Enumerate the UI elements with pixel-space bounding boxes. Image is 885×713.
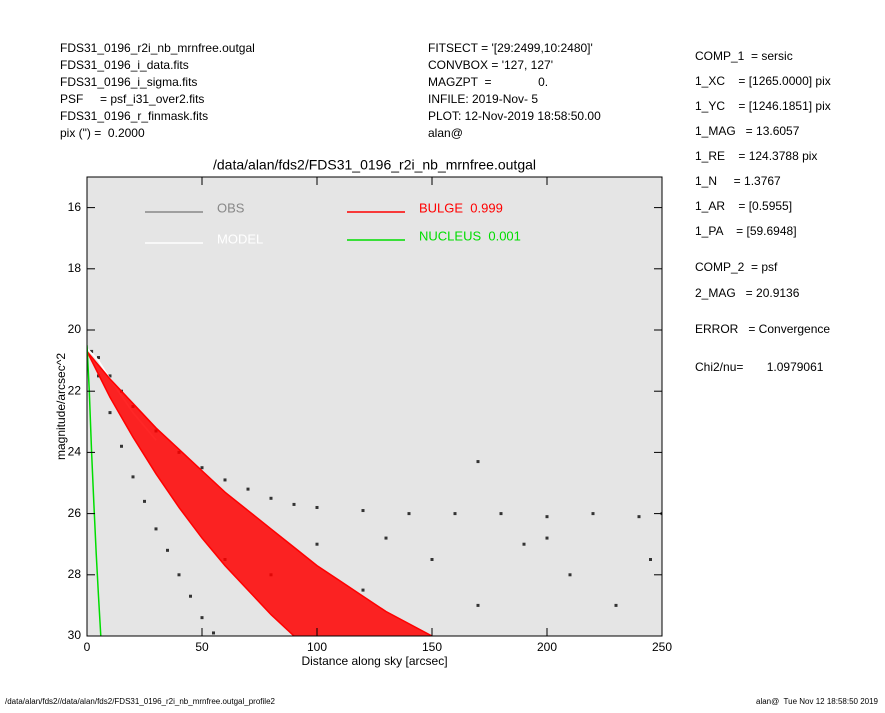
obs-point xyxy=(143,499,146,503)
header-line: CONVBOX = '127, 127' xyxy=(428,58,553,72)
obs-point xyxy=(361,509,365,513)
obs-point xyxy=(108,411,112,415)
legend-label: OBS xyxy=(217,200,245,215)
bulge-inner xyxy=(87,351,296,636)
obs-point xyxy=(246,487,250,491)
header-line: PLOT: 12-Nov-2019 18:58:50.00 xyxy=(428,109,601,123)
x-tick-label: 200 xyxy=(537,640,557,654)
obs-point xyxy=(637,515,641,519)
param-line: 1_RE = 124.3788 pix xyxy=(695,149,817,163)
obs-point xyxy=(545,515,549,519)
param-line: 1_YC = [1246.1851] pix xyxy=(695,99,831,113)
param-line: 1_AR = [0.5955] xyxy=(695,199,792,213)
x-axis-label: Distance along sky [arcsec] xyxy=(301,654,447,668)
legend-label: NUCLEUS 0.001 xyxy=(419,228,521,243)
obs-point xyxy=(223,478,227,482)
header-line: FDS31_0196_i_data.fits xyxy=(60,58,189,72)
obs-point xyxy=(568,573,572,577)
param-line: COMP_1 = sersic xyxy=(695,49,793,63)
bulge-band xyxy=(87,351,432,636)
y-tick-label: 18 xyxy=(68,261,82,275)
footer-left: /data/alan/fds2//data/alan/fds2/FDS31_01… xyxy=(5,697,276,706)
obs-point xyxy=(315,505,319,509)
y-tick-label: 30 xyxy=(68,628,82,642)
obs-point xyxy=(212,631,215,635)
x-tick-label: 50 xyxy=(195,640,209,654)
param-line: ERROR = Convergence xyxy=(695,322,830,336)
footer-right: alan@ Tue Nov 12 18:58:50 2019 xyxy=(756,697,879,706)
bulge-outer xyxy=(87,350,433,636)
obs-point xyxy=(476,603,480,607)
y-tick-label: 16 xyxy=(68,200,82,214)
param-line: COMP_2 = psf xyxy=(695,260,778,274)
obs-point xyxy=(384,536,388,540)
x-tick-label: 150 xyxy=(422,640,442,654)
chart-title: /data/alan/fds2/FDS31_0196_r2i_nb_mrnfre… xyxy=(213,157,536,173)
legend-label: BULGE 0.999 xyxy=(419,200,503,215)
obs-point xyxy=(430,558,434,561)
param-line: Chi2/nu= 1.0979061 xyxy=(695,360,824,374)
obs-point xyxy=(200,466,204,470)
obs-point xyxy=(361,588,365,592)
obs-point xyxy=(200,616,204,620)
y-tick-label: 24 xyxy=(68,445,82,459)
obs-point xyxy=(649,558,652,561)
obs-point xyxy=(522,542,526,546)
obs-point xyxy=(591,512,595,516)
obs-point xyxy=(166,548,169,552)
obs-point xyxy=(499,512,503,516)
obs-point xyxy=(453,512,457,516)
plot-frame xyxy=(86,176,663,637)
header-line: INFILE: 2019-Nov- 5 xyxy=(428,92,538,106)
header-line: PSF = psf_i31_over2.fits xyxy=(60,92,204,106)
header-line: FDS31_0196_r_finmask.fits xyxy=(60,109,208,123)
obs-point xyxy=(189,594,192,598)
x-tick-label: 0 xyxy=(84,640,91,654)
obs-point xyxy=(545,536,549,540)
obs-point xyxy=(614,603,618,607)
header-line: FDS31_0196_i_sigma.fits xyxy=(60,75,197,89)
y-tick-label: 20 xyxy=(68,322,82,336)
obs-point xyxy=(131,475,135,479)
legend-label: MODEL xyxy=(217,231,263,246)
y-tick-label: 28 xyxy=(68,567,82,581)
header-line: FITSECT = '[29:2499,10:2480]' xyxy=(428,41,593,55)
obs-point xyxy=(97,356,100,360)
param-line: 1_PA = [59.6948] xyxy=(695,224,797,238)
y-tick-label: 22 xyxy=(68,383,82,397)
x-tick-label: 250 xyxy=(652,640,672,654)
obs-point xyxy=(120,444,123,448)
param-line: 2_MAG = 20.9136 xyxy=(695,286,800,300)
obs-point xyxy=(269,496,273,500)
obs-point xyxy=(154,527,158,531)
obs-point xyxy=(177,573,181,577)
header-line: FDS31_0196_r2i_nb_mrnfree.outgal xyxy=(60,41,255,55)
header-line: MAGZPT = 0. xyxy=(428,75,548,89)
y-tick-label: 26 xyxy=(68,506,82,520)
param-line: 1_XC = [1265.0000] pix xyxy=(695,74,831,88)
header-line: pix (") = 0.2000 xyxy=(60,126,145,140)
obs-point xyxy=(407,512,411,516)
obs-point xyxy=(90,349,94,353)
obs-point xyxy=(476,460,480,464)
header-line: alan@ xyxy=(428,126,463,140)
param-line: 1_MAG = 13.6057 xyxy=(695,124,800,138)
y-axis-label: magnitude/arcsec^2 xyxy=(54,353,68,460)
obs-point xyxy=(315,542,319,546)
obs-point xyxy=(292,502,296,506)
param-line: 1_N = 1.3767 xyxy=(695,174,781,188)
obs-point xyxy=(108,374,112,378)
x-tick-label: 100 xyxy=(307,640,327,654)
plot-area xyxy=(87,177,662,636)
